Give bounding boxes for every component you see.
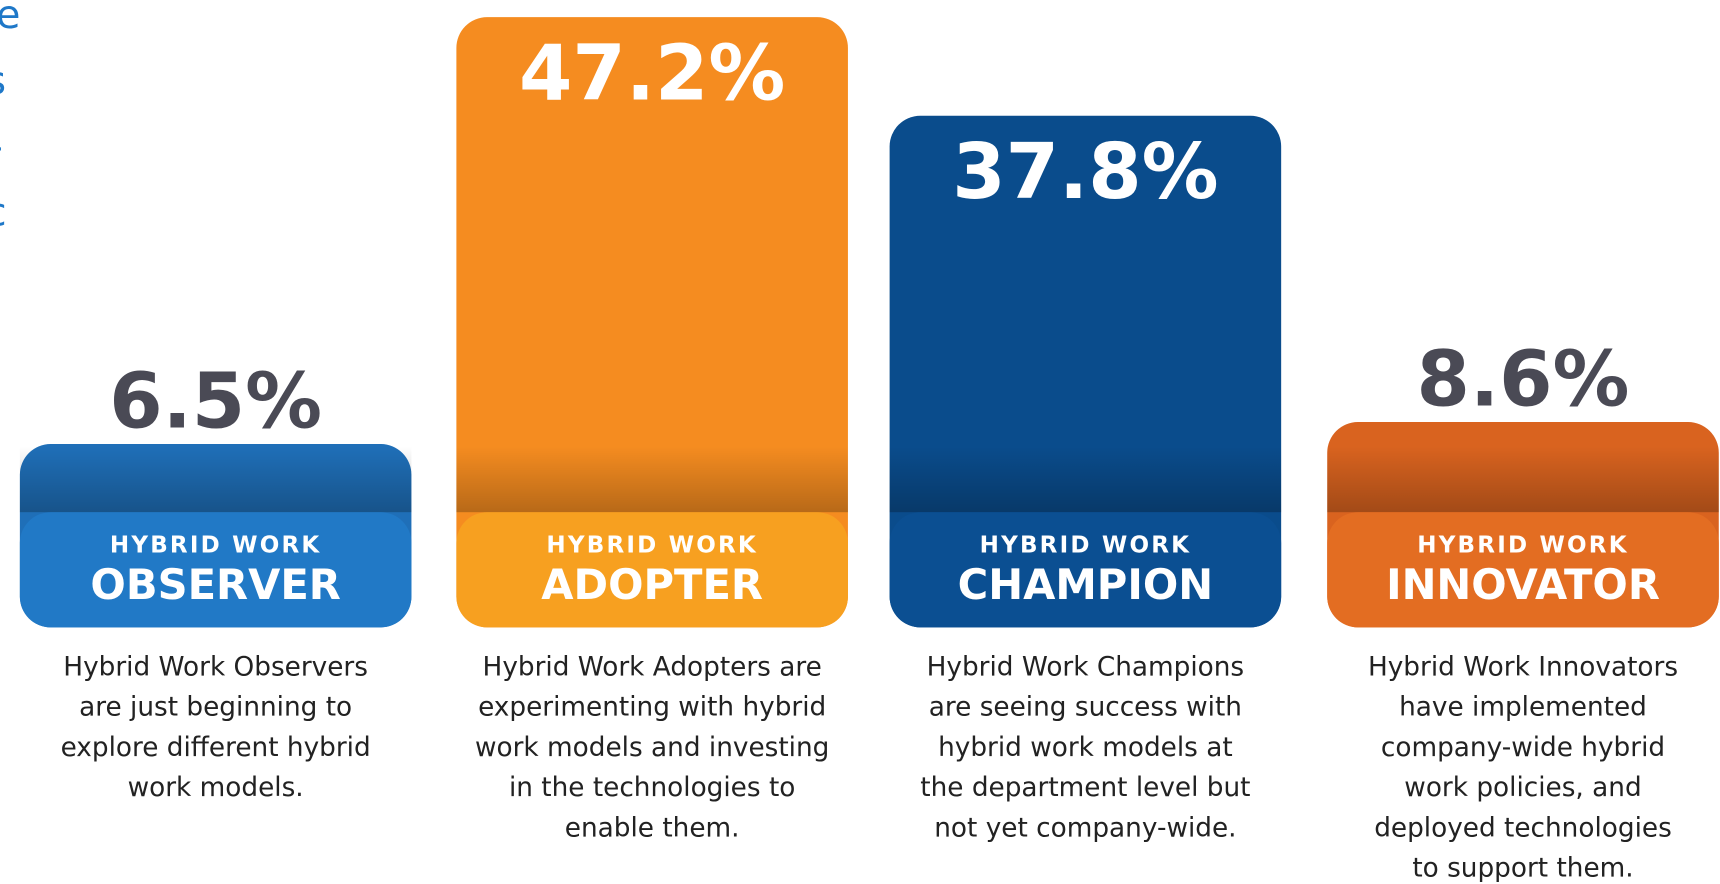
value-label: 37.8% xyxy=(952,128,1218,217)
category-prefix: HYBRID WORK xyxy=(980,533,1192,559)
category-label: CHAMPION xyxy=(958,560,1213,609)
side-text: ne xyxy=(0,0,20,38)
description: Hybrid Work Adopters are xyxy=(483,652,822,682)
bar-shade xyxy=(19,446,412,513)
category-prefix: HYBRID WORK xyxy=(110,533,322,559)
side-text: c xyxy=(0,189,7,235)
description: not yet company-wide. xyxy=(934,813,1236,843)
value-label: 47.2% xyxy=(519,30,785,119)
category-prefix: HYBRID WORK xyxy=(1417,533,1629,559)
description: hybrid work models at xyxy=(938,733,1233,763)
bar-shade xyxy=(456,446,848,513)
label-band xyxy=(456,512,848,628)
bar-shade xyxy=(889,446,1282,513)
description: in the technologies to xyxy=(509,773,795,803)
label-band xyxy=(19,512,412,628)
description: Hybrid Work Champions xyxy=(927,652,1245,682)
category-label: INNOVATOR xyxy=(1386,560,1660,609)
description: are seeing success with xyxy=(929,693,1242,723)
value-label: 8.6% xyxy=(1417,336,1630,425)
description: deployed technologies xyxy=(1374,813,1672,843)
bar-shade xyxy=(1327,446,1719,513)
category-prefix: HYBRID WORK xyxy=(546,533,758,559)
label-band xyxy=(1327,512,1719,628)
description: work models. xyxy=(128,773,304,803)
description: company-wide hybrid xyxy=(1381,733,1665,763)
description: the department level but xyxy=(920,773,1250,803)
value-label: 6.5% xyxy=(109,358,322,447)
side-text: s xyxy=(0,58,6,104)
category-label: ADOPTER xyxy=(541,560,763,609)
label-band xyxy=(889,512,1282,628)
description: Hybrid Work Innovators xyxy=(1368,652,1678,682)
description: have implemented xyxy=(1399,693,1647,723)
description: enable them. xyxy=(565,813,740,843)
description: Hybrid Work Observers xyxy=(63,652,368,682)
category-label: OBSERVER xyxy=(90,560,340,609)
description: work models and investing xyxy=(475,733,829,763)
description: work policies, and xyxy=(1404,773,1641,803)
description: explore different hybrid xyxy=(61,733,371,763)
description: are just beginning to xyxy=(79,693,352,723)
side-text: - xyxy=(0,124,3,170)
description: experimenting with hybrid xyxy=(478,693,826,723)
description: to support them. xyxy=(1412,854,1633,884)
